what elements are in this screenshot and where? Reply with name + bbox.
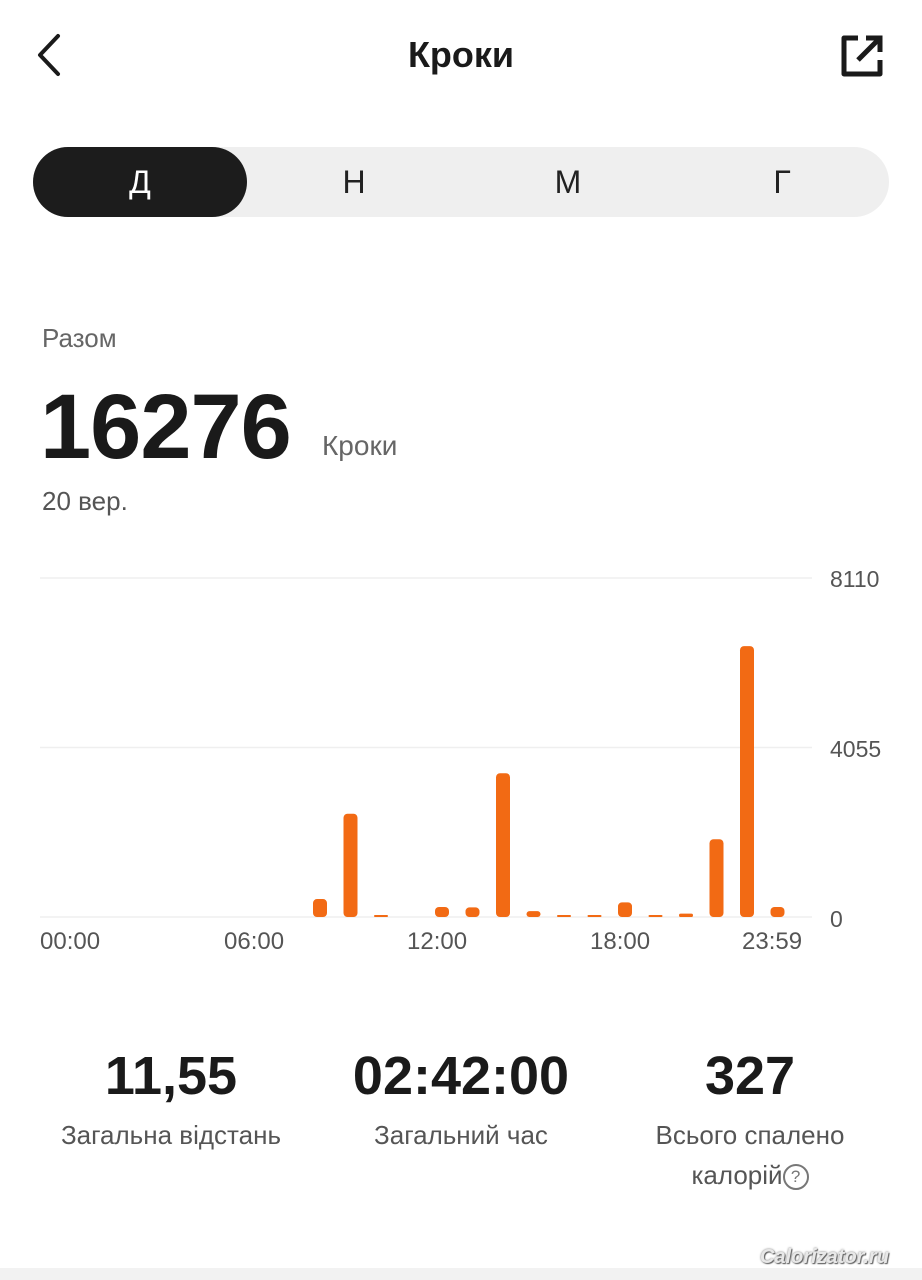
bar-hour-8[interactable] [313, 899, 327, 917]
x-tick-label: 06:00 [224, 928, 285, 955]
stat-time: 02:42:00 Загальний час [311, 1045, 611, 1155]
y-tick-label: 4055 [830, 736, 882, 762]
y-tick-label: 0 [830, 906, 843, 932]
calories-value: 327 [704, 1046, 796, 1106]
x-tick-label: 12:00 [407, 928, 468, 955]
bar-hour-14[interactable] [496, 773, 510, 917]
distance-label: Загальна відстань [60, 1120, 282, 1150]
share-external-icon [841, 35, 883, 77]
bar-hour-16[interactable] [557, 915, 571, 917]
time-label: Загальний час [374, 1120, 548, 1150]
bar-hour-23[interactable] [770, 906, 785, 917]
date-label: 20 вер. [42, 486, 128, 516]
calories-label-2: калорій [691, 1160, 783, 1190]
stat-calories: 327 Всього спалено калорій? [600, 1045, 900, 1195]
bar-hour-12[interactable] [435, 906, 449, 917]
calories-label: Всього спалено [655, 1120, 845, 1150]
watermark: Calorizator.ru [760, 1246, 889, 1268]
tab-year[interactable]: Г [773, 163, 791, 200]
total-steps-value: 16276 [40, 376, 292, 478]
chevron-left-icon [38, 34, 60, 76]
steps-unit: Кроки [322, 430, 398, 461]
total-label: Разом [42, 323, 117, 353]
question-circle-icon[interactable]: ? [782, 1164, 809, 1190]
tab-month[interactable]: М [554, 163, 582, 200]
bar-hour-18[interactable] [618, 902, 632, 917]
tab-day[interactable]: Д [33, 147, 247, 217]
distance-value: 11,55 [104, 1046, 238, 1106]
back-button[interactable] [30, 30, 74, 80]
footer-bar [0, 1268, 922, 1280]
bar-hour-21[interactable] [709, 839, 724, 917]
bar-hour-13[interactable] [465, 907, 480, 917]
bar-hour-20[interactable] [679, 913, 693, 917]
x-tick-label: 00:00 [40, 928, 101, 955]
steps-chart [40, 577, 812, 918]
tab-week[interactable]: Н [342, 163, 366, 200]
bar-hour-9[interactable] [343, 813, 358, 917]
x-tick-label: 23:59 [742, 928, 803, 955]
period-tabs: Д Н М Г [33, 147, 889, 217]
bar-hour-22[interactable] [740, 646, 754, 917]
bar-hour-15[interactable] [526, 911, 541, 917]
share-button[interactable] [836, 30, 886, 80]
bar-hour-19[interactable] [648, 915, 663, 917]
bar-hour-17[interactable] [587, 915, 602, 917]
page-title: Кроки [407, 34, 515, 75]
y-tick-label: 8110 [830, 566, 880, 592]
stat-distance: 11,55 Загальна відстань [21, 1045, 321, 1155]
x-tick-label: 18:00 [590, 928, 651, 955]
bar-hour-10[interactable] [374, 915, 388, 917]
time-value: 02:42:00 [352, 1046, 570, 1106]
